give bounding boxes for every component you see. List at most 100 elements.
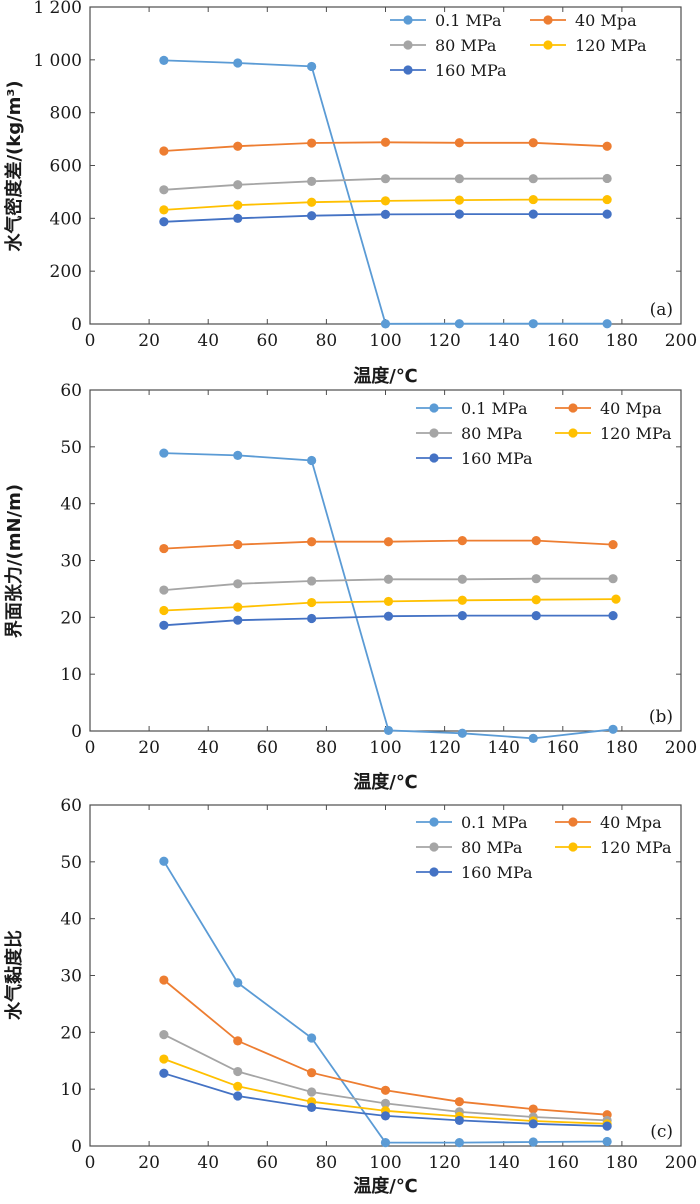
x-tick-label: 140: [487, 738, 519, 758]
data-point: [528, 319, 538, 329]
data-point: [307, 176, 317, 186]
y-axis-title: 水气密度差/(kg/m³): [3, 80, 25, 251]
data-point: [380, 1098, 391, 1108]
legend-swatch-marker: [543, 40, 553, 50]
data-point: [233, 450, 243, 460]
y-tick-label: 1 000: [33, 51, 82, 71]
x-tick-label: 200: [665, 1153, 697, 1173]
legend-item: 40 Mpa: [555, 813, 662, 832]
legend-label: 80 MPa: [461, 424, 523, 443]
data-point: [528, 138, 538, 148]
legend-swatch-marker: [429, 403, 439, 413]
legend-swatch-marker: [568, 842, 578, 852]
legend-label: 0.1 MPa: [461, 399, 528, 418]
data-point: [528, 1104, 538, 1114]
data-point: [233, 213, 243, 223]
data-point: [528, 1137, 538, 1147]
data-point: [159, 1068, 169, 1078]
legend-item: 0.1 MPa: [390, 11, 502, 30]
data-point: [602, 141, 612, 151]
series-3: [159, 173, 612, 195]
x-tick-label: 120: [428, 738, 460, 758]
data-point: [233, 180, 243, 190]
data-point: [307, 197, 317, 207]
legend-item: 0.1 MPa: [416, 399, 528, 418]
legend-label: 0.1 MPa: [435, 11, 502, 30]
chart-panel-2: 0 20 40 60 80 100 120 140 160 180 200 0 10 20 30 40 50 60…: [4, 381, 697, 793]
legend-swatch-marker: [568, 428, 578, 438]
data-point: [457, 611, 467, 621]
legend-item: 160 MPa: [416, 449, 533, 468]
data-point: [608, 724, 618, 734]
data-point: [528, 209, 538, 219]
x-tick-label: 100: [369, 331, 401, 351]
data-point: [159, 605, 169, 616]
x-tick-label: 20: [138, 331, 160, 351]
x-axis-title: 温度/℃: [353, 1175, 417, 1197]
data-point: [307, 1033, 317, 1043]
data-point: [380, 319, 391, 329]
data-point: [159, 856, 169, 866]
data-point: [454, 319, 464, 329]
series-3: [159, 574, 618, 595]
legend-label: 80 MPa: [435, 36, 497, 55]
legend-label: 160 MPa: [435, 61, 507, 80]
data-point: [233, 978, 243, 988]
data-point: [531, 595, 541, 605]
series-2: [159, 536, 618, 554]
y-tick-label: 0: [71, 315, 82, 335]
legend-swatch-marker: [403, 15, 413, 25]
panel-label: (b): [649, 707, 673, 727]
y-tick-label: 400: [50, 209, 82, 229]
y-tick-label: 20: [60, 1023, 82, 1043]
y-tick-label: 20: [60, 608, 82, 628]
x-tick-label: 160: [547, 331, 579, 351]
legend-swatch-marker: [429, 817, 439, 827]
data-point: [457, 728, 467, 738]
x-axis-title: 温度/℃: [353, 365, 417, 387]
series-2: [159, 137, 612, 156]
panel-label: (a): [650, 300, 673, 320]
data-point: [233, 58, 243, 68]
legend-item: 160 MPa: [390, 61, 507, 80]
x-tick-label: 60: [256, 1153, 278, 1173]
x-tick-label: 80: [316, 1153, 338, 1173]
data-point: [307, 613, 317, 624]
series-5: [159, 1068, 612, 1131]
data-point: [233, 1081, 243, 1091]
legend-swatch-marker: [543, 15, 553, 25]
data-point: [233, 141, 243, 151]
data-point: [307, 211, 317, 221]
data-point: [531, 536, 541, 546]
legend-swatch-marker: [429, 428, 439, 438]
y-tick-label: 60: [60, 381, 82, 401]
data-point: [531, 574, 541, 584]
legend-item: 120 MPa: [555, 838, 672, 857]
data-point: [307, 455, 317, 466]
data-point: [454, 138, 464, 148]
data-point: [233, 539, 243, 550]
panel-label: (c): [650, 1122, 673, 1142]
data-point: [528, 1119, 538, 1129]
data-point: [233, 1066, 243, 1077]
data-point: [159, 1030, 169, 1040]
legend-item: 0.1 MPa: [416, 813, 528, 832]
data-point: [307, 138, 317, 148]
data-point: [528, 194, 538, 205]
data-point: [531, 611, 541, 621]
x-tick-label: 120: [428, 1153, 460, 1173]
data-point: [602, 194, 612, 205]
data-point: [602, 209, 612, 219]
legend-item: 80 MPa: [416, 838, 523, 857]
y-tick-label: 40: [60, 495, 82, 515]
data-point: [383, 537, 394, 547]
legend-swatch-marker: [429, 867, 439, 877]
legend-item: 120 MPa: [530, 36, 647, 55]
data-point: [159, 975, 169, 985]
data-point: [159, 620, 169, 630]
data-point: [233, 579, 243, 589]
legend-swatch-marker: [429, 842, 439, 852]
legend-label: 160 MPa: [461, 449, 533, 468]
x-tick-label: 200: [665, 738, 697, 758]
